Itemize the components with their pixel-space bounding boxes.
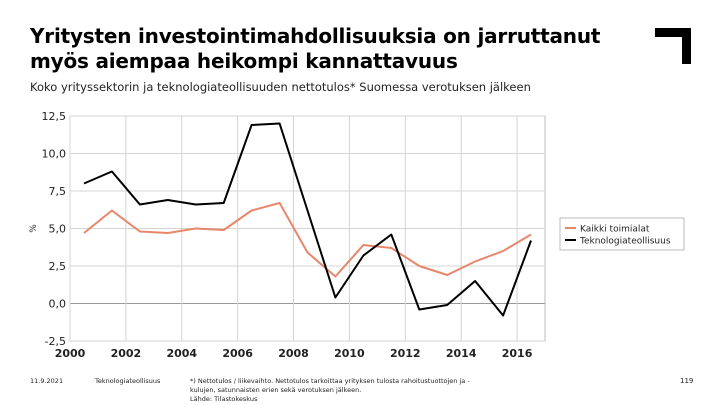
legend-label: Teknologiateollisuus	[579, 237, 671, 247]
legend-label: Kaikki toimialat	[580, 225, 650, 235]
y-tick-label: -2,5	[45, 335, 66, 348]
x-tick-label: 2012	[390, 347, 421, 360]
x-tick-label: 2004	[166, 347, 197, 360]
y-tick-label: 5,0	[49, 223, 67, 236]
slide-title: Yritysten investointimahdollisuuksia on …	[30, 24, 601, 73]
x-tick-label: 2010	[334, 347, 365, 360]
footer-organization: Teknologiateollisuus	[95, 377, 161, 385]
x-tick-label: 2016	[502, 347, 533, 360]
slide-subtitle: Koko yrityssektorin ja teknologiateollis…	[30, 80, 531, 94]
page-number: 119	[680, 377, 694, 385]
x-tick-label: 2002	[111, 347, 142, 360]
series-line-teknologiateollisuus	[83, 122, 532, 317]
footer-date: 11.9.2021	[30, 377, 64, 385]
y-tick-label: 0,0	[49, 298, 67, 311]
x-tick-label: 2008	[278, 347, 309, 360]
y-tick-label: 10,0	[42, 148, 67, 161]
footer-note: *) Nettotulos / liikevaihto. Nettotulos …	[190, 377, 490, 404]
logo-icon	[655, 28, 691, 64]
y-tick-label: 12,5	[42, 110, 67, 123]
y-tick-label: 7,5	[49, 185, 67, 198]
footer-note-text: *) Nettotulos / liikevaihto. Nettotulos …	[190, 377, 470, 394]
x-tick-label: 2006	[222, 347, 253, 360]
x-tick-label: 2000	[55, 347, 86, 360]
series-line-kaikki-toimialat	[83, 202, 532, 278]
footer-source: Lähde: Tilastokeskus	[190, 395, 258, 403]
x-tick-label: 2014	[446, 347, 477, 360]
legend-box	[559, 217, 685, 251]
y-axis-label: %	[29, 224, 39, 233]
y-tick-label: 2,5	[49, 260, 67, 273]
